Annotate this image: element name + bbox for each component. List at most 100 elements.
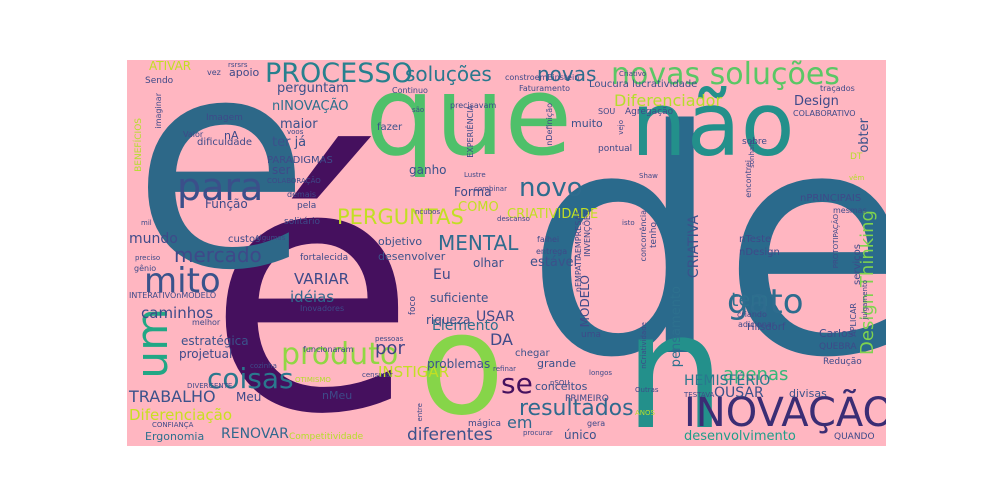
cloud-word: imaginar	[154, 93, 163, 129]
cloud-word: mito	[144, 261, 221, 301]
cloud-word: mercado	[174, 243, 262, 267]
cloud-word: COLABORATIVO	[793, 109, 856, 118]
cloud-word: solitário	[284, 217, 320, 227]
cloud-word: obter	[857, 118, 872, 153]
cloud-word: cozinha	[250, 362, 277, 370]
cloud-word: Meu	[236, 390, 262, 404]
cloud-word: Sendo	[145, 76, 174, 86]
cloud-word: que	[365, 60, 573, 180]
cloud-word: riqueza	[426, 313, 471, 327]
cloud-word: QUANDO	[834, 432, 875, 442]
cloud-word: Agregação	[625, 107, 674, 117]
cloud-word: TRABALHO	[129, 387, 216, 406]
cloud-word: SOU	[598, 107, 616, 116]
cloud-word: novas soluções	[611, 60, 840, 92]
cloud-word: nEMPATIAEMPRESAS	[574, 210, 583, 293]
cloud-word: objetivo	[378, 235, 423, 248]
cloud-word: estratégica	[181, 334, 249, 348]
cloud-word: longos	[589, 369, 613, 377]
cloud-word: constroemEinstein	[505, 73, 580, 82]
cloud-word: Carlos	[819, 327, 854, 340]
cloud-word: Faturamento	[519, 84, 570, 93]
cloud-word: descanso	[497, 215, 530, 223]
cloud-word: criando	[737, 310, 767, 319]
cloud-word: vêm	[849, 174, 865, 182]
cloud-word: dificuldade	[197, 137, 253, 148]
cloud-word: coisas	[207, 362, 294, 395]
cloud-word: INTERATIVOnMODELO	[129, 291, 217, 300]
cloud-word: ser	[272, 163, 291, 177]
cloud-word: resultados	[519, 396, 634, 421]
cloud-word: demais	[287, 190, 317, 199]
cloud-word: mesmas	[833, 206, 867, 215]
cloud-word: mágica	[468, 419, 501, 429]
cloud-word: mil	[141, 219, 152, 227]
cloud-word: problemas	[427, 357, 491, 371]
cloud-word: HEMISFÉRIO	[684, 373, 771, 389]
cloud-word: gera	[587, 419, 606, 428]
cloud-word: pessoas	[375, 335, 404, 343]
cloud-word: Outras	[635, 386, 659, 394]
cloud-word: DA	[490, 330, 513, 349]
cloud-word: Eu	[433, 267, 451, 283]
cloud-word: isto	[622, 219, 635, 227]
cloud-word: apenas	[723, 364, 789, 385]
word-cloud: de é e que não o n INOVAÇÃO para PROCESSO novas so…	[127, 60, 886, 446]
cloud-word: custos	[228, 234, 261, 245]
cloud-word: nMeu	[322, 389, 353, 402]
cloud-word: CONFIANÇA	[152, 421, 194, 429]
cloud-word: nPRINCIPAIS	[800, 193, 862, 204]
cloud-word: julgamento	[861, 280, 869, 320]
cloud-word: Hilsdorf	[747, 322, 786, 333]
cloud-word: CRIATIVA	[686, 215, 702, 279]
cloud-word: grande	[537, 357, 576, 370]
cloud-word: de	[525, 65, 886, 426]
cloud-word: perguntam	[277, 81, 349, 96]
cloud-word: nA	[224, 129, 239, 142]
cloud-word: TESTAVA	[684, 391, 715, 399]
cloud-word: tenho	[649, 222, 659, 248]
cloud-word: vejo	[617, 120, 625, 135]
cloud-word: tem	[731, 289, 769, 311]
cloud-word: nTeste	[739, 234, 772, 245]
cloud-word: Shaw	[639, 172, 658, 180]
cloud-word: refinar	[493, 365, 517, 373]
cloud-word: nCriatividade	[640, 322, 648, 369]
cloud-word: maior	[280, 117, 318, 132]
cloud-word: Elemento	[432, 318, 499, 334]
cloud-word: preciso	[135, 254, 161, 262]
cloud-word: Função	[205, 197, 248, 211]
cloud-word: chegar	[515, 348, 550, 359]
cloud-word: APLICAR	[849, 303, 858, 337]
cloud-word: projetual	[179, 347, 233, 361]
cloud-word: Redução	[823, 357, 862, 367]
cloud-word: PERGUNTAS	[337, 205, 464, 229]
cloud-word: PARADIGMAS	[267, 155, 333, 166]
cloud-word: precisavam	[450, 101, 497, 110]
cloud-word: DIVERGENTE	[187, 382, 233, 390]
cloud-word: procurar	[523, 429, 553, 437]
cloud-word: idéias	[290, 288, 335, 306]
cloud-word: COMO	[458, 200, 499, 215]
cloud-word: VARIAR	[294, 270, 350, 288]
cloud-word: ter já	[272, 135, 307, 150]
cloud-word: em	[507, 413, 533, 432]
cloud-word: novo	[519, 173, 583, 203]
cloud-word: rsrsrs	[228, 61, 248, 69]
cloud-word: diferentes	[407, 425, 493, 445]
cloud-word: falhei	[537, 235, 560, 244]
cloud-word: combinar	[474, 185, 507, 193]
cloud-word: desenvolvimento	[684, 429, 796, 444]
cloud-word: USAR	[476, 309, 515, 325]
cloud-word: gato	[727, 282, 804, 322]
cloud-word: INSTIGAR	[378, 363, 450, 381]
cloud-word: ganho	[409, 163, 447, 177]
cloud-word: sonham	[748, 140, 756, 168]
cloud-word: CRIATIVIDADE	[507, 207, 599, 222]
cloud-word: para	[177, 165, 264, 209]
cloud-word: único	[564, 428, 597, 442]
cloud-word: ATIVAR	[149, 60, 192, 73]
cloud-word: Algumas	[255, 234, 286, 242]
cloud-word: Inovadores	[300, 304, 345, 313]
cloud-word: sobre	[742, 137, 767, 147]
